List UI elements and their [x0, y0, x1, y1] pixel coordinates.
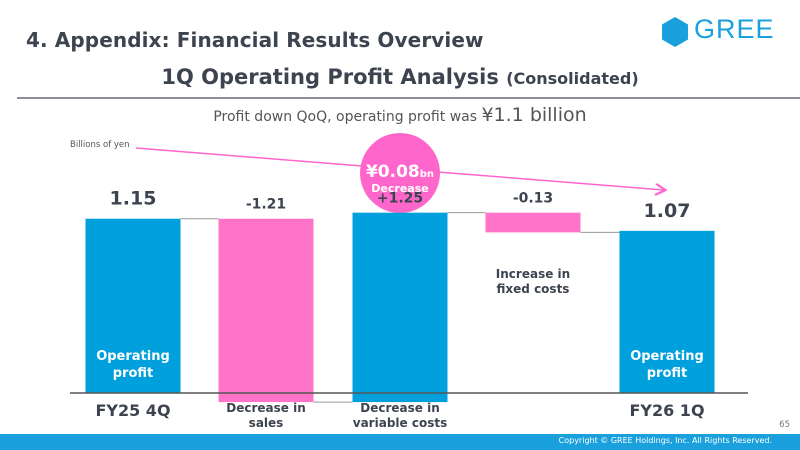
title-divider: [17, 97, 800, 99]
category-label-2: Decrease in variable costs: [353, 401, 447, 430]
decrease-callout-amount: ¥0.08bn: [366, 162, 434, 182]
bar-3: [485, 212, 581, 233]
value-label-4: 1.07: [644, 200, 691, 222]
summary-amount: ¥1.1 billion: [481, 104, 587, 126]
slide-title-main: 1Q Operating Profit Analysis: [161, 65, 499, 89]
hexagon-icon: [662, 17, 688, 47]
bar-2: [352, 212, 448, 403]
summary-text: Profit down QoQ, operating profit was: [213, 109, 478, 125]
section-title: 4. Appendix: Financial Results Overview: [26, 28, 484, 52]
summary-line: Profit down QoQ, operating profit was ¥1…: [0, 104, 800, 126]
value-label-3: -0.13: [513, 191, 553, 207]
logo-text: GREE: [694, 14, 775, 44]
value-label-1: -1.21: [246, 197, 286, 213]
page-number: 65: [779, 420, 790, 430]
category-label-0: FY25 4Q: [95, 401, 170, 420]
category-label-3: Increase in fixed costs: [496, 267, 570, 296]
bar-inner-label-0: Operating profit: [96, 349, 170, 381]
bar-inner-label-4: Operating profit: [630, 349, 704, 381]
decrease-callout-label: Decrease: [371, 182, 428, 195]
category-label-4: FY26 1Q: [629, 401, 704, 420]
unit-label: Billions of yen: [70, 140, 130, 150]
value-label-2: +1.25: [377, 191, 423, 207]
footer-bar: [0, 434, 800, 450]
value-label-0: 1.15: [110, 188, 157, 210]
bar-1: [218, 218, 314, 403]
bar-4: [619, 230, 715, 393]
slide-title-subtitle: (Consolidated): [506, 69, 639, 88]
slide-title: 1Q Operating Profit Analysis (Consolidat…: [0, 65, 800, 89]
copyright-text: Copyright © GREE Holdings, Inc. All Righ…: [558, 436, 772, 445]
category-label-1: Decrease in sales: [226, 401, 305, 430]
gree-logo: GREE: [660, 14, 780, 47]
decrease-callout-circle: [360, 133, 440, 213]
bar-0: [85, 218, 181, 393]
